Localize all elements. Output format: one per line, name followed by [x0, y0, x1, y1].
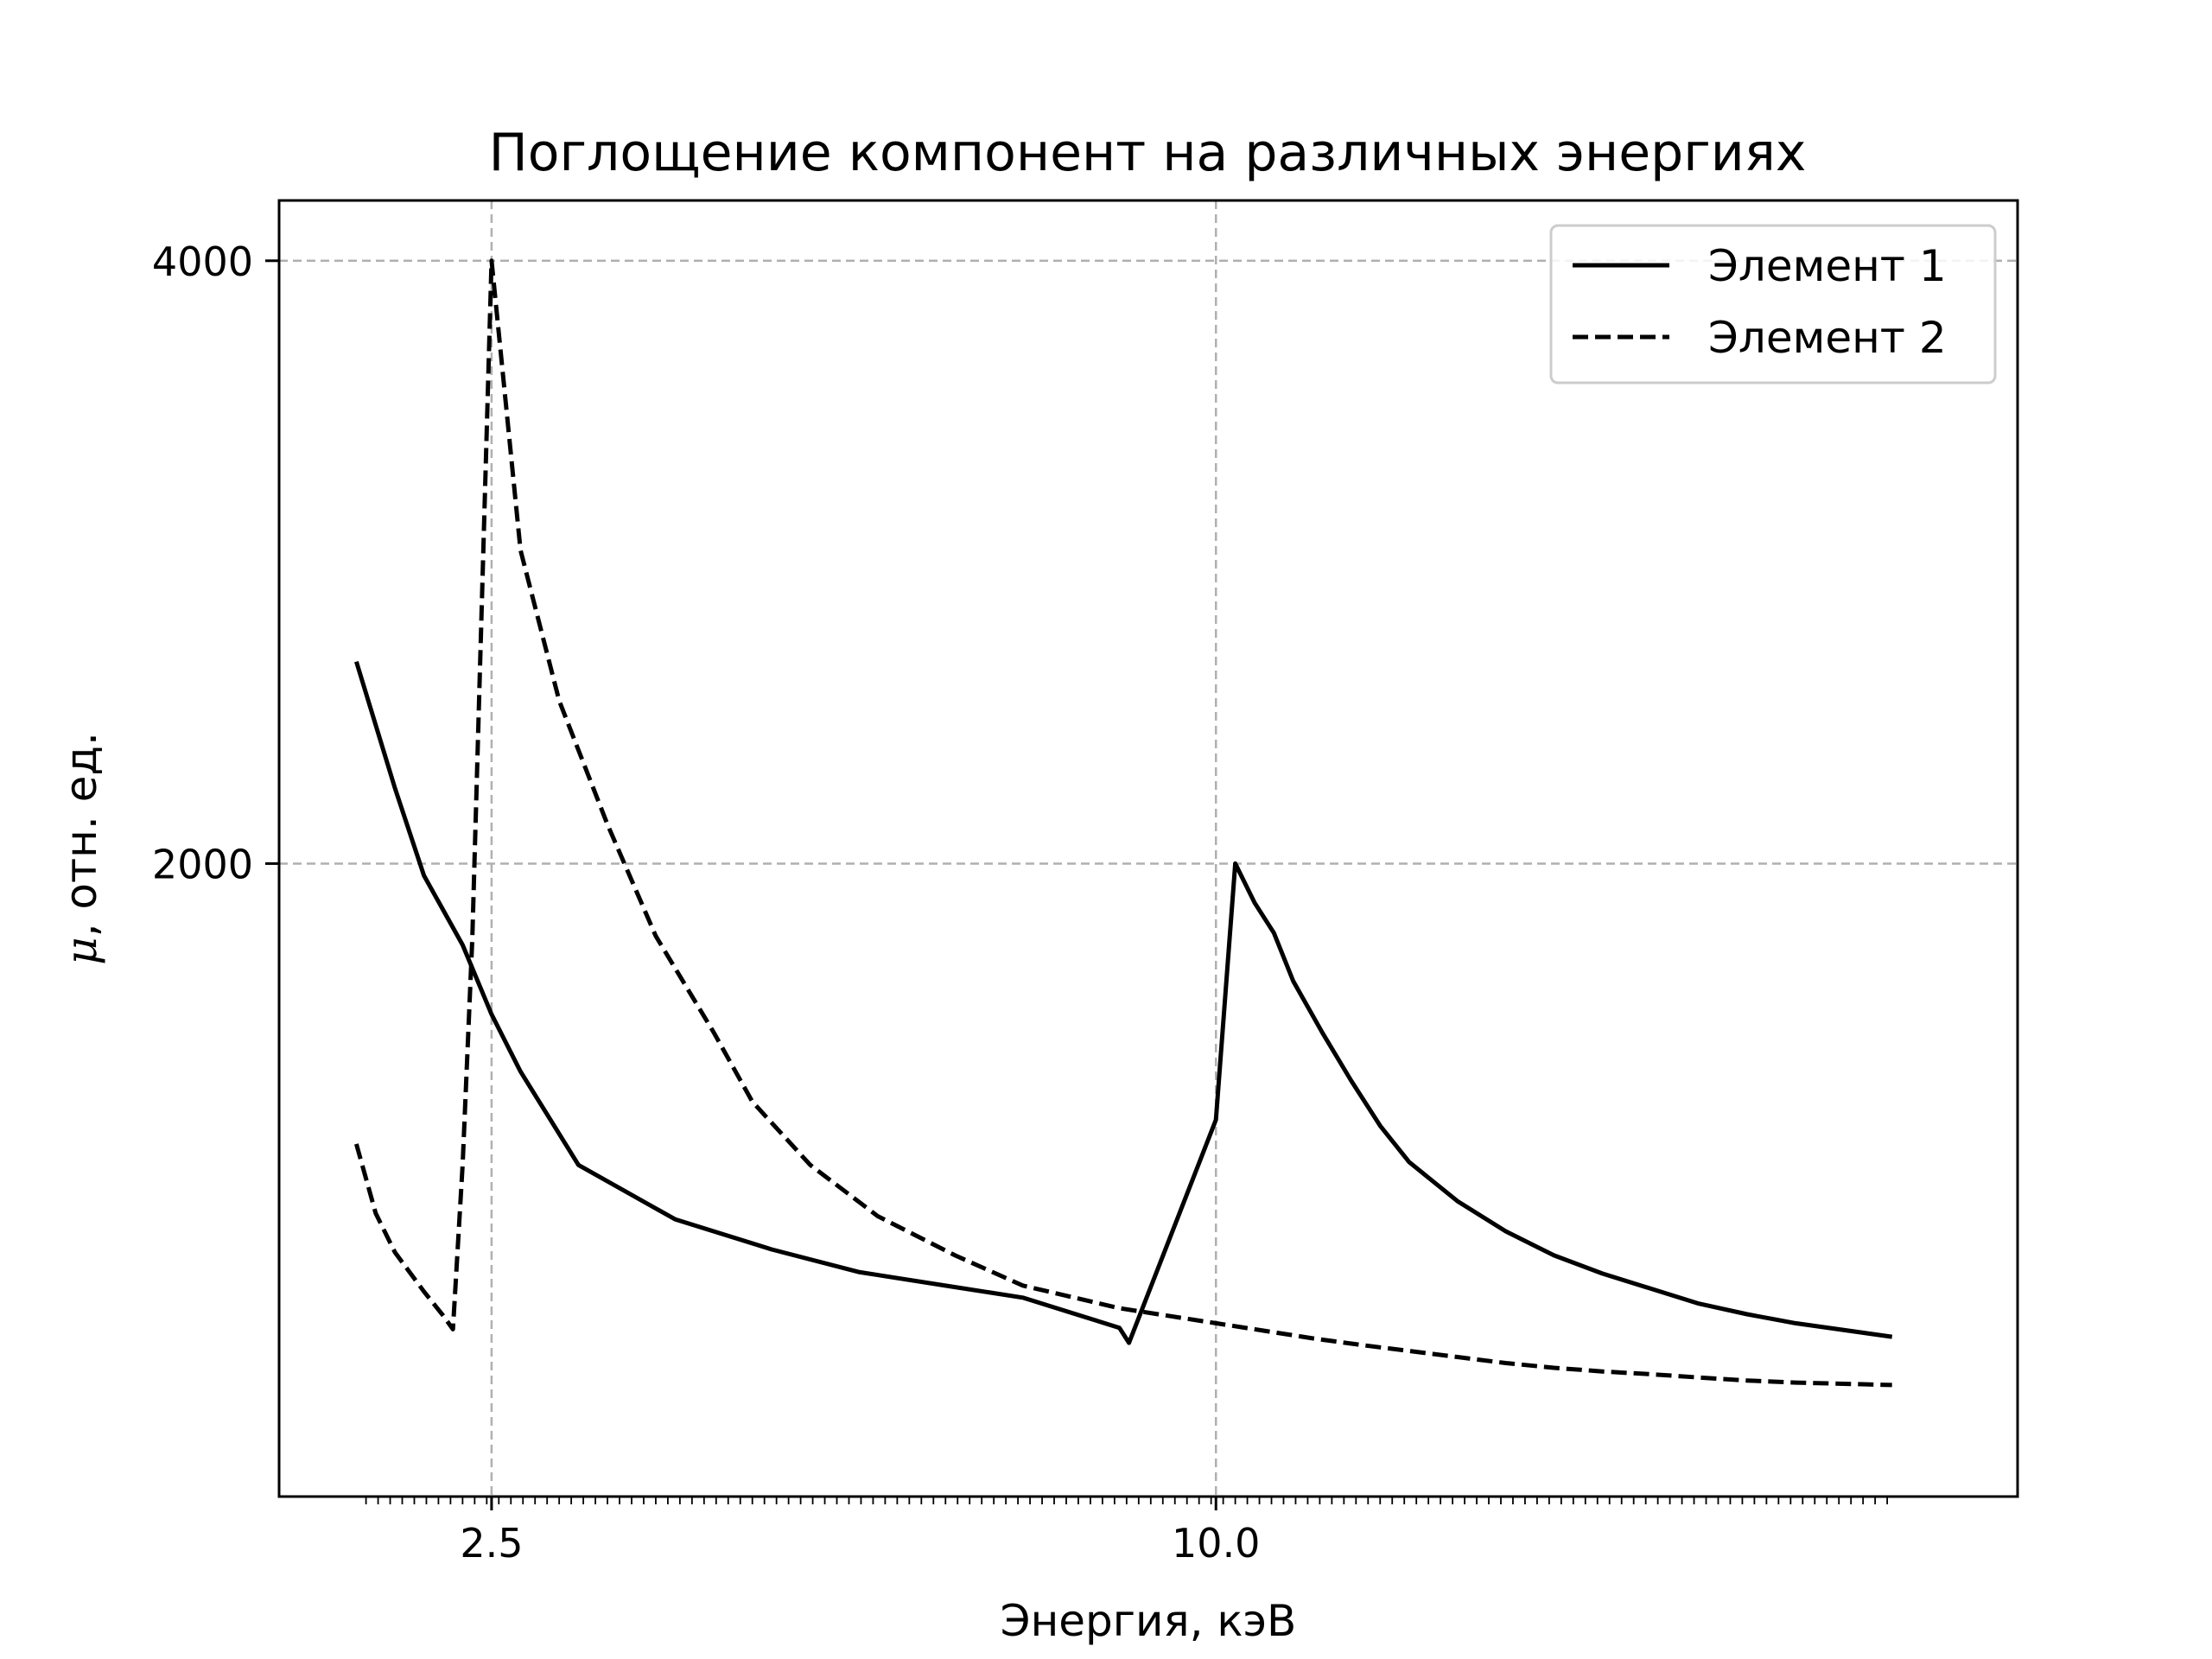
series-group: [353, 258, 1893, 1388]
plot-frame: [277, 199, 2019, 1498]
y-tick-label-0: 2000: [152, 841, 253, 887]
y-axis-label: μ, отн. ед.: [56, 732, 106, 965]
series-line-element-1: [354, 660, 1893, 1345]
x-axis-label: Энергия, кэВ: [1001, 1596, 1297, 1646]
y-tick-label-1: 4000: [152, 238, 253, 285]
legend-label-element-1: Элемент 1: [1708, 241, 1947, 291]
grid: [279, 200, 2018, 1497]
plot-area: [279, 200, 2018, 1497]
series-line-element-2: [353, 258, 1892, 1388]
legend-label-element-2: Элемент 2: [1708, 313, 1947, 363]
y-axis-label-symbol: μ: [56, 937, 106, 965]
x-axis: 2.5 10.0: [365, 1497, 1889, 1567]
x-tick-label-1: 10.0: [1172, 1520, 1260, 1567]
x-tick-label-0: 2.5: [460, 1520, 523, 1567]
chart-title: Поглощение компонент на различных энерги…: [489, 123, 1807, 183]
y-axis-label-text: , отн. ед.: [56, 732, 106, 937]
y-axis: 2000 4000: [152, 238, 279, 887]
legend: Элемент 1 Элемент 2: [1549, 224, 1997, 385]
